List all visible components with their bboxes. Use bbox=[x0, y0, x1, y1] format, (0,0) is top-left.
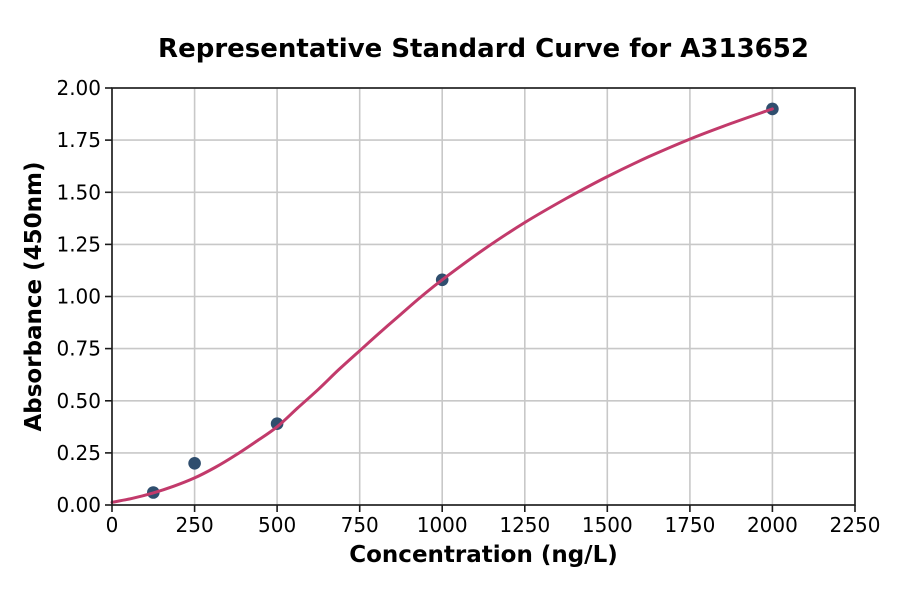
data-point bbox=[188, 457, 201, 470]
x-tick-label: 2250 bbox=[830, 513, 881, 537]
x-tick-label: 1750 bbox=[664, 513, 715, 537]
tick-label-layer: 0 250 500 750 1000 1250 1500 1750 2000 2250 0.00 0.… bbox=[56, 76, 880, 537]
x-tick-label: 1500 bbox=[582, 513, 633, 537]
y-tick-label: 1.50 bbox=[56, 180, 101, 204]
series-layer bbox=[110, 102, 779, 504]
x-tick-label: 0 bbox=[106, 513, 119, 537]
x-tick-label: 2000 bbox=[747, 513, 798, 537]
y-tick-label: 1.00 bbox=[56, 285, 101, 309]
y-tick-label: 1.75 bbox=[56, 128, 101, 152]
x-tick-label: 750 bbox=[341, 513, 379, 537]
y-tick-label: 0.50 bbox=[56, 389, 101, 413]
data-point bbox=[270, 417, 284, 431]
grid-layer bbox=[111, 87, 856, 506]
chart-title: Representative Standard Curve for A31365… bbox=[158, 34, 809, 64]
x-axis-label: Concentration (ng/L) bbox=[349, 542, 618, 568]
x-tick-label: 250 bbox=[176, 513, 214, 537]
x-tick-label: 1250 bbox=[499, 513, 550, 537]
y-tick-label: 1.25 bbox=[56, 232, 101, 256]
4pl-fit-curve bbox=[110, 107, 774, 504]
y-tick-label: 2.00 bbox=[56, 76, 101, 100]
y-axis-label: Absorbance (450nm) bbox=[21, 161, 47, 431]
y-tick-label: 0.75 bbox=[56, 337, 101, 361]
y-tick-label: 0.25 bbox=[56, 441, 101, 465]
x-tick-label: 1000 bbox=[417, 513, 468, 537]
y-tick-label: 0.00 bbox=[56, 493, 101, 517]
x-tick-label: 500 bbox=[258, 513, 296, 537]
tick-layer bbox=[105, 87, 856, 512]
